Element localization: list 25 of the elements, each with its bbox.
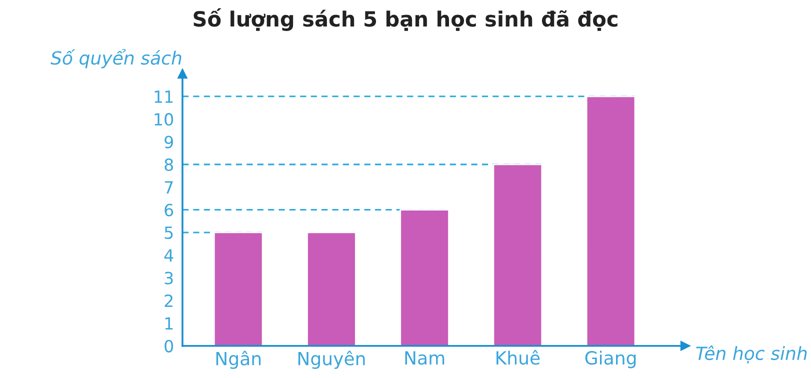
y-tick-label: 6	[164, 204, 174, 216]
x-tick-label: Ngân	[216, 350, 261, 369]
y-tick-label: 5	[164, 226, 173, 240]
y-tick-label: 9	[164, 136, 173, 148]
bar	[492, 164, 543, 346]
x-tick-label: Nam	[405, 351, 444, 365]
x-tick-label: Giang	[585, 350, 636, 368]
x-tick-label: Nguyên	[298, 350, 365, 369]
y-tick-label: 8	[164, 158, 173, 171]
chart-title: Số lượng sách 5 bạn học sinh đã đọc	[194, 8, 618, 31]
x-tick-label: Khuê	[496, 350, 540, 365]
x-axis-title: Tên học sinh	[696, 345, 807, 364]
y-tick-label: 4	[164, 249, 174, 262]
bar	[306, 232, 356, 346]
y-tick-label: 7	[164, 181, 173, 194]
y-tick-label: 2	[164, 294, 172, 307]
y-tick-label: 10	[154, 113, 174, 126]
y-tick-label: 3	[164, 272, 173, 284]
bar	[213, 232, 264, 346]
bar	[400, 209, 450, 346]
y-tick-label: 11	[154, 90, 173, 103]
y-tick-label: 1	[165, 317, 173, 330]
y-tick-label: 0	[164, 340, 174, 352]
y-axis-title: Số quyển sách	[50, 48, 182, 68]
bar	[586, 96, 636, 346]
